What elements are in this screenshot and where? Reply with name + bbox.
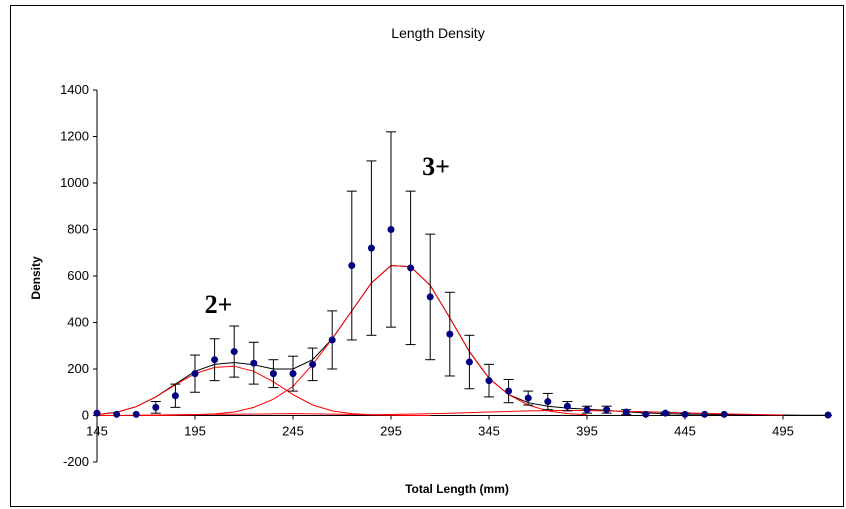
x-axis-title: Total Length (mm) <box>405 482 509 496</box>
data-point <box>465 358 473 366</box>
y-tick-label: -200 <box>63 454 89 469</box>
y-tick-label: 200 <box>67 361 89 376</box>
data-point <box>622 408 630 416</box>
data-point <box>250 359 258 367</box>
data-point <box>348 262 356 270</box>
data-point <box>407 264 415 272</box>
y-tick-label: 1000 <box>60 175 89 190</box>
data-point <box>661 409 669 417</box>
data-point <box>701 410 709 418</box>
data-point <box>681 410 689 418</box>
data-point <box>563 402 571 410</box>
y-tick-label: 1400 <box>60 82 89 97</box>
data-point <box>485 377 493 385</box>
chart-frame: Length Density Total Length (mm) Density… <box>10 5 844 507</box>
x-tick-label: 395 <box>576 424 598 439</box>
plot-area: -200 0 200 400 600 800 1000 1200 1400 145 195 245 29… <box>60 82 832 469</box>
data-point <box>328 336 336 344</box>
x-tick-label: 245 <box>282 424 304 439</box>
data-point <box>269 370 277 378</box>
x-tick-label: 295 <box>380 424 402 439</box>
data-point <box>603 406 611 414</box>
data-point <box>426 293 434 301</box>
y-tick-label: 800 <box>67 222 89 237</box>
data-point <box>446 330 454 338</box>
data-point <box>505 387 513 395</box>
data-point <box>152 403 160 411</box>
data-point <box>824 411 832 419</box>
data-point <box>583 406 591 414</box>
data-point <box>309 360 317 368</box>
data-point <box>113 410 121 418</box>
x-tick-label: 195 <box>184 424 206 439</box>
data-point <box>387 226 395 233</box>
data-point <box>720 410 728 418</box>
data-point <box>524 394 532 402</box>
age-class-label: 2+ <box>205 290 233 319</box>
data-point <box>642 410 650 418</box>
data-point <box>230 348 238 356</box>
chart-title: Length Density <box>391 25 484 41</box>
data-point <box>93 409 101 417</box>
age-class-label: 3+ <box>422 152 450 181</box>
data-point <box>211 356 219 364</box>
x-tick-label: 145 <box>86 424 108 439</box>
data-point <box>367 244 375 252</box>
length-density-chart: Length Density Total Length (mm) Density… <box>29 25 832 496</box>
y-tick-label: 0 <box>82 408 89 423</box>
data-point <box>544 398 552 406</box>
component-curve <box>96 365 431 416</box>
data-point <box>132 410 140 418</box>
y-tick-label: 400 <box>67 315 89 330</box>
data-point <box>289 370 297 378</box>
component-curve <box>136 264 588 416</box>
x-tick-label: 345 <box>478 424 500 439</box>
x-tick-label: 445 <box>674 424 696 439</box>
data-point <box>171 392 179 400</box>
x-tick-label: 495 <box>772 424 794 439</box>
y-tick-label: 600 <box>67 268 89 283</box>
y-axis-title: Density <box>29 256 43 300</box>
data-point <box>191 370 199 378</box>
y-tick-label: 1200 <box>60 129 89 144</box>
